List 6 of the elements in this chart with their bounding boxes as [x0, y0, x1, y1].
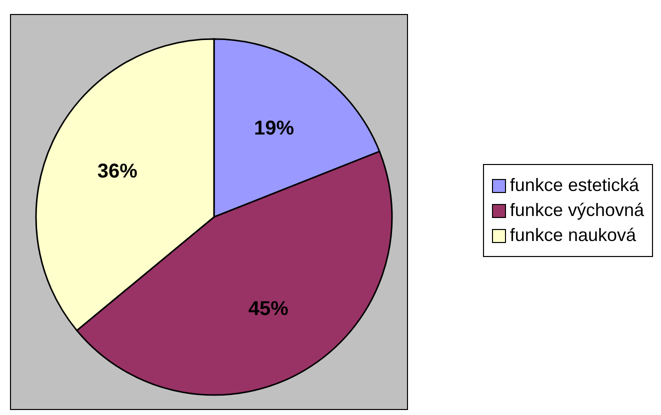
legend-label: funkce nauková	[510, 225, 636, 246]
data-label: 45%	[248, 298, 289, 320]
legend-label: funkce výchovná	[510, 200, 644, 221]
data-label: 36%	[97, 160, 138, 183]
legend-label: funkce estetická	[510, 175, 639, 196]
data-label: 19%	[254, 118, 294, 140]
